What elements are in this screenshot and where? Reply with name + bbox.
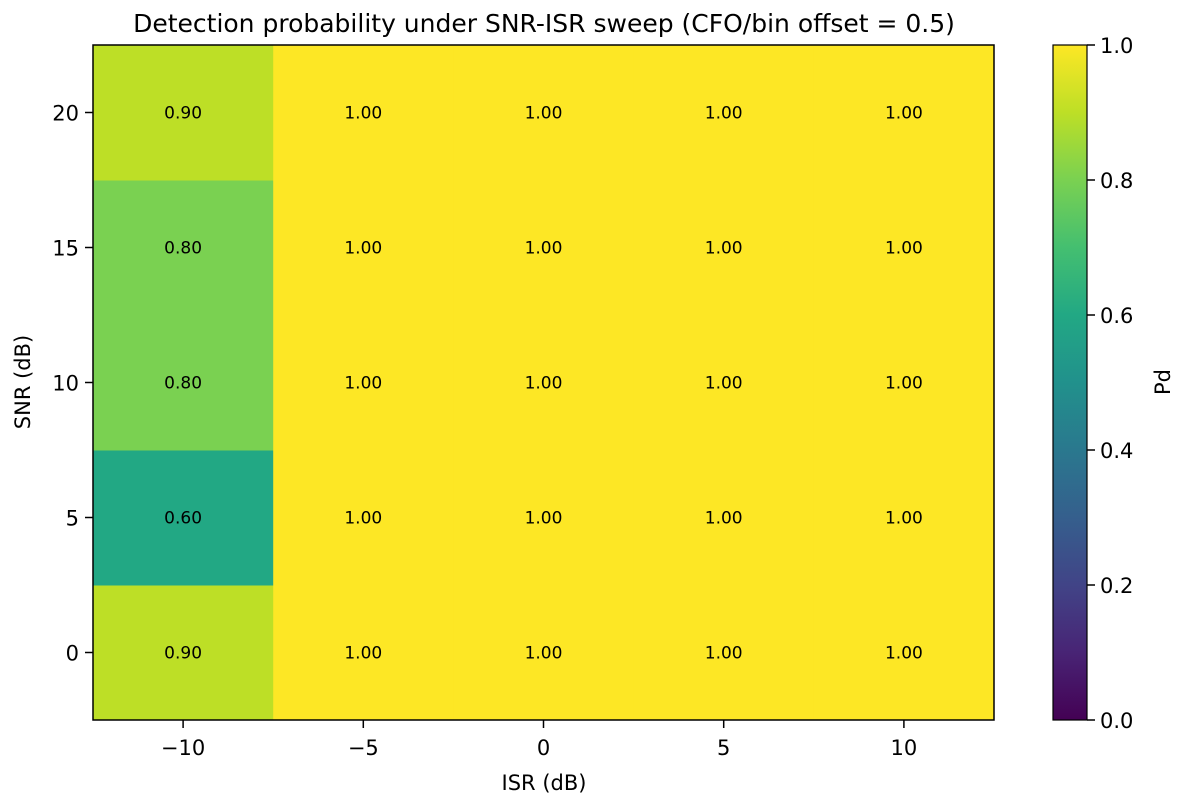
- cell-value-label: 1.00: [525, 509, 563, 529]
- heatmap-cell: [93, 450, 274, 586]
- x-tick-label: 10: [891, 736, 918, 760]
- colorbar: [1052, 44, 1088, 721]
- x-axis-ticks: −10 −5 0 5 10: [161, 720, 917, 760]
- heatmap-cells: [93, 45, 995, 721]
- cell-value-label: 1.00: [705, 509, 743, 529]
- heatmap-cell: [453, 45, 635, 181]
- cell-value-label: 1.00: [705, 374, 743, 394]
- y-tick-label: 20: [52, 102, 79, 126]
- cell-value-label: 1.00: [885, 374, 923, 394]
- heatmap-cell: [273, 45, 454, 181]
- colorbar-ticks: 0.0 0.2 0.4 0.6 0.8 1.0: [1087, 34, 1133, 733]
- cell-value-label: 1.00: [344, 509, 382, 529]
- cell-value-label: 1.00: [885, 509, 923, 529]
- x-tick-label: 0: [537, 736, 550, 760]
- heatmap-cell: [633, 450, 815, 586]
- heatmap-cell: [813, 45, 995, 181]
- cell-value-label: 1.00: [885, 104, 923, 124]
- x-axis-label: ISR (dB): [502, 771, 587, 795]
- heatmap-cell: [273, 180, 454, 316]
- cell-value-label: 1.00: [525, 644, 563, 664]
- cell-value-label: 1.00: [705, 239, 743, 259]
- cell-value-label: 1.00: [525, 104, 563, 124]
- x-tick-label: −5: [348, 736, 379, 760]
- cell-value-label: 0.60: [164, 509, 202, 529]
- y-tick-label: 0: [66, 642, 79, 666]
- chart-title: Detection probability under SNR-ISR swee…: [133, 9, 955, 38]
- heatmap-cell: [813, 180, 995, 316]
- x-tick-label: 5: [717, 736, 730, 760]
- x-tick-label: −10: [161, 736, 205, 760]
- cell-value-label: 1.00: [344, 239, 382, 259]
- colorbar-tick-label: 0.0: [1100, 709, 1133, 733]
- heatmap-cell: [633, 45, 815, 181]
- heatmap-cell: [633, 585, 815, 721]
- cell-value-label: 1.00: [344, 374, 382, 394]
- cell-value-label: 1.00: [705, 104, 743, 124]
- heatmap-cell: [93, 315, 274, 451]
- heatmap-cell: [633, 180, 815, 316]
- cell-value-label: 1.00: [705, 644, 743, 664]
- y-tick-label: 10: [52, 372, 79, 396]
- colorbar-tick-label: 0.2: [1100, 574, 1133, 598]
- heatmap-cell: [93, 45, 274, 181]
- cell-value-label: 0.80: [164, 374, 202, 394]
- heatmap-cell: [93, 180, 274, 316]
- cell-value-label: 1.00: [525, 374, 563, 394]
- heatmap-cell: [453, 450, 635, 586]
- colorbar-tick-label: 1.0: [1100, 34, 1133, 58]
- colorbar-label: Pd: [1151, 369, 1175, 395]
- heatmap-cell: [273, 315, 454, 451]
- y-axis-label: SNR (dB): [11, 335, 35, 429]
- heatmap-cell: [813, 315, 995, 451]
- heatmap-cell: [93, 585, 274, 721]
- cell-value-label: 0.90: [164, 644, 202, 664]
- heatmap-cell: [633, 315, 815, 451]
- heatmap-cell: [273, 585, 454, 721]
- cell-value-label: 0.90: [164, 104, 202, 124]
- heatmap-cell: [813, 450, 995, 586]
- cell-value-label: 1.00: [885, 644, 923, 664]
- colorbar-tick-label: 0.6: [1100, 304, 1133, 328]
- y-tick-label: 15: [52, 237, 79, 261]
- cell-value-label: 0.80: [164, 239, 202, 259]
- colorbar-tick-label: 0.8: [1100, 169, 1133, 193]
- heatmap-cell: [273, 450, 454, 586]
- cell-value-label: 1.00: [344, 644, 382, 664]
- y-tick-label: 5: [66, 507, 79, 531]
- colorbar-tick-label: 0.4: [1100, 439, 1133, 463]
- y-axis-ticks: 0 5 10 15 20: [52, 102, 93, 666]
- heatmap-cell: [813, 585, 995, 721]
- heatmap-cell: [453, 180, 635, 316]
- cell-labels: 0.90 1.00 1.00 1.00 1.00 0.60 1.00 1.00 1.00 1.00…: [164, 104, 923, 664]
- cell-value-label: 1.00: [525, 239, 563, 259]
- heatmap-cell: [453, 315, 635, 451]
- cell-value-label: 1.00: [344, 104, 382, 124]
- heatmap-cell: [453, 585, 635, 721]
- cell-value-label: 1.00: [885, 239, 923, 259]
